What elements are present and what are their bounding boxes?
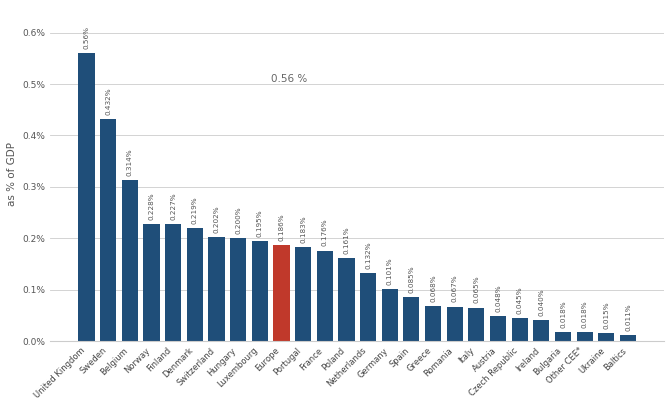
Bar — [425, 306, 441, 341]
Text: 0.040%: 0.040% — [538, 289, 544, 316]
Text: 0.018%: 0.018% — [582, 300, 588, 328]
Text: 0.314%: 0.314% — [127, 148, 133, 175]
Text: 0.56 %: 0.56 % — [270, 74, 307, 84]
Bar — [576, 332, 592, 341]
Bar — [511, 318, 528, 341]
Bar — [79, 53, 95, 341]
Bar — [295, 247, 311, 341]
Text: 0.045%: 0.045% — [517, 286, 523, 314]
Bar — [273, 245, 289, 341]
Text: 0.161%: 0.161% — [344, 227, 350, 254]
Bar — [620, 335, 636, 341]
Bar — [252, 241, 268, 341]
Text: 0.085%: 0.085% — [409, 266, 415, 293]
Text: 0.202%: 0.202% — [213, 206, 219, 233]
Bar — [208, 237, 225, 341]
Text: 0.219%: 0.219% — [192, 197, 198, 224]
Text: 0.065%: 0.065% — [473, 276, 479, 304]
Text: 0.56%: 0.56% — [83, 26, 89, 49]
Text: 0.011%: 0.011% — [625, 304, 631, 331]
Text: 0.132%: 0.132% — [365, 241, 371, 269]
Bar — [100, 119, 116, 341]
Bar — [165, 224, 181, 341]
Bar — [230, 238, 246, 341]
Bar — [533, 320, 550, 341]
Text: 0.183%: 0.183% — [300, 215, 306, 243]
Bar — [143, 224, 160, 341]
Bar — [490, 316, 506, 341]
Bar — [338, 258, 354, 341]
Bar — [599, 333, 615, 341]
Bar — [360, 273, 376, 341]
Bar — [382, 289, 398, 341]
Bar — [447, 306, 463, 341]
Y-axis label: as % of GDP: as % of GDP — [7, 142, 17, 206]
Text: 0.186%: 0.186% — [278, 214, 285, 241]
Text: 0.176%: 0.176% — [321, 219, 327, 247]
Text: 0.200%: 0.200% — [235, 206, 241, 234]
Text: 0.067%: 0.067% — [452, 275, 458, 302]
Bar — [555, 332, 571, 341]
Text: 0.228%: 0.228% — [148, 192, 154, 220]
Text: 0.432%: 0.432% — [105, 87, 111, 115]
Text: 0.015%: 0.015% — [603, 302, 609, 329]
Text: 0.101%: 0.101% — [386, 257, 393, 285]
Bar — [121, 179, 138, 341]
Text: 0.068%: 0.068% — [430, 274, 436, 302]
Bar — [403, 298, 419, 341]
Bar — [187, 228, 203, 341]
Text: 0.195%: 0.195% — [257, 209, 263, 237]
Bar — [468, 308, 484, 341]
Text: 0.048%: 0.048% — [495, 284, 501, 312]
Text: 0.018%: 0.018% — [560, 300, 566, 328]
Text: 0.227%: 0.227% — [170, 193, 176, 220]
Bar — [317, 251, 333, 341]
